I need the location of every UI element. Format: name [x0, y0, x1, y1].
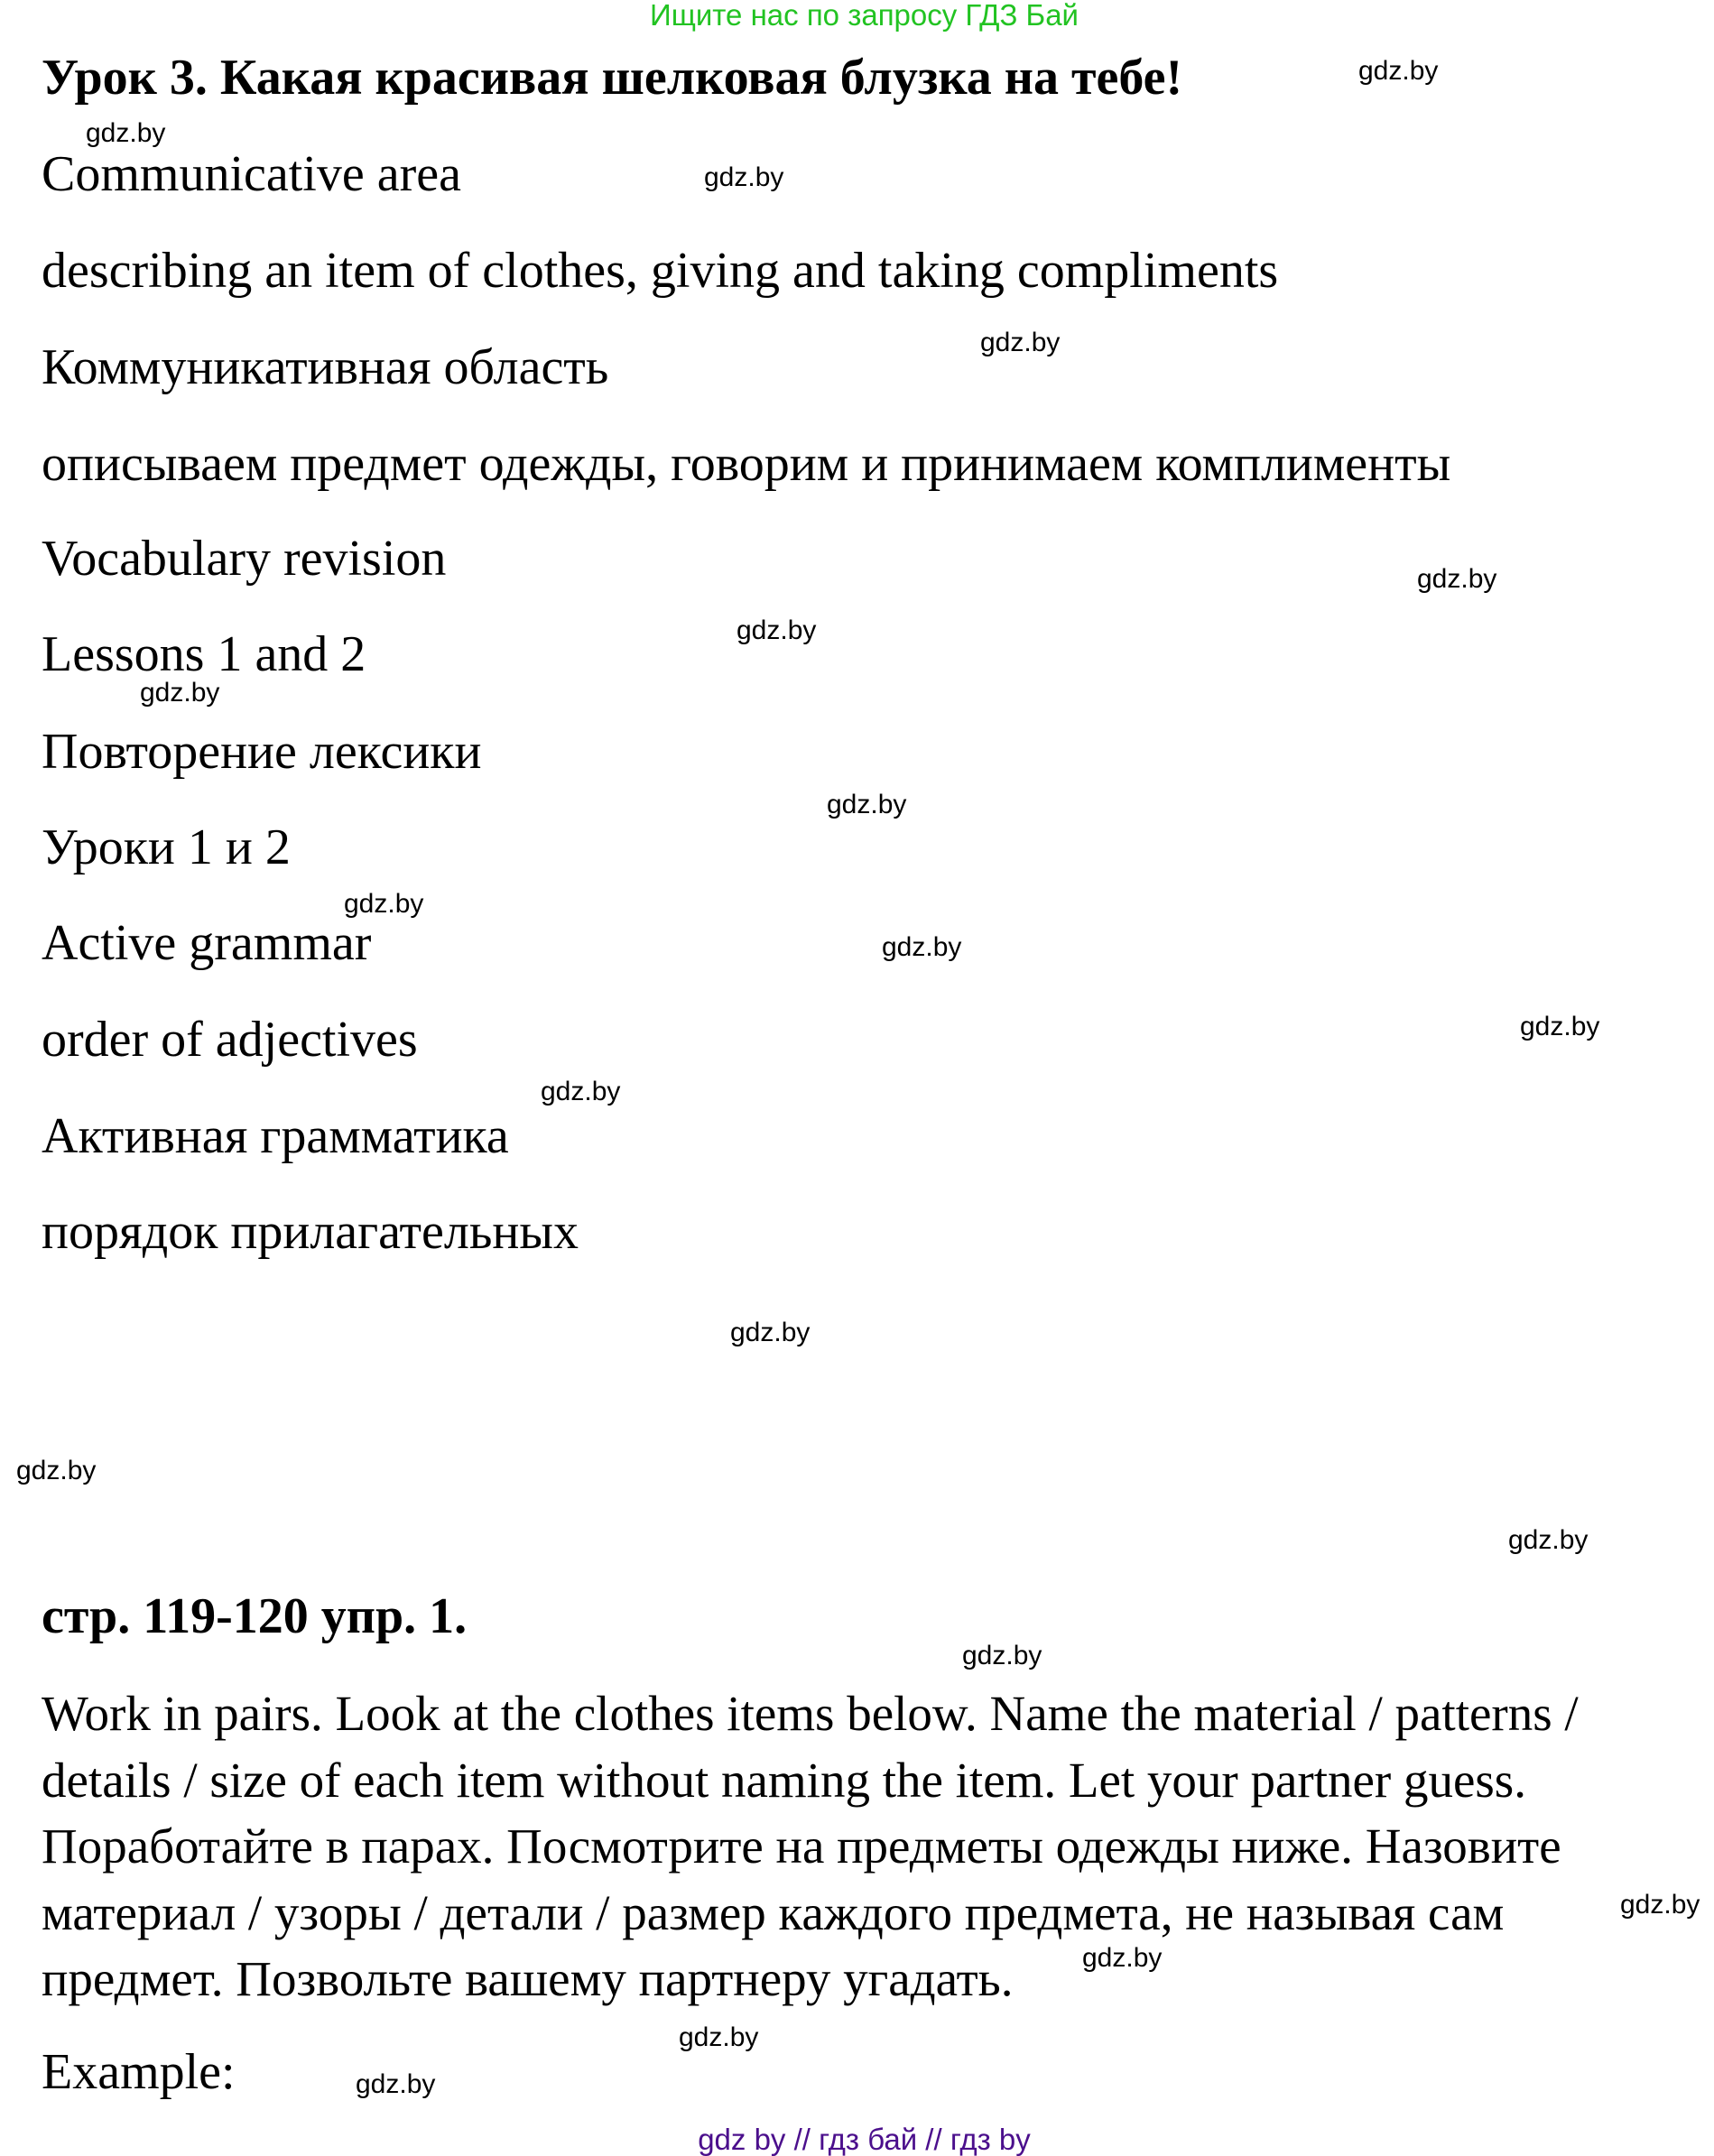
watermark: gdz.by	[1417, 564, 1497, 594]
watermark: gdz.by	[704, 162, 784, 192]
lesson-line: Active grammar	[42, 915, 372, 971]
lesson-title: Урок 3. Какая красивая шелковая блузка н…	[42, 50, 1183, 106]
lesson-line: описываем предмет одежды, говорим и прин…	[42, 436, 1451, 492]
watermark: gdz.by	[1082, 1943, 1163, 1973]
watermark: gdz.by	[962, 1641, 1042, 1670]
watermark: gdz.by	[140, 678, 220, 708]
lesson-line: Повторение лексики	[42, 724, 482, 780]
lesson-line: Communicative area	[42, 146, 461, 202]
lesson-line: Vocabulary revision	[42, 531, 447, 587]
watermark: gdz.by	[1620, 1890, 1700, 1920]
watermark: gdz.by	[1508, 1525, 1589, 1555]
watermark: gdz.by	[730, 1318, 811, 1347]
exercise-title: стр. 119-120 упр. 1.	[42, 1588, 468, 1644]
instruction-line: материал / узоры / детали / размер каждо…	[42, 1884, 1505, 1940]
watermark: gdz.by	[737, 615, 817, 645]
watermark: gdz.by	[86, 118, 166, 148]
watermark: gdz.by	[356, 2069, 436, 2099]
example-label: Example:	[42, 2044, 236, 2100]
lesson-line: Активная грамматика	[42, 1108, 509, 1164]
watermark: gdz.by	[827, 790, 907, 819]
lesson-line: порядок прилагательных	[42, 1204, 579, 1260]
instruction-line: Поработайте в парах. Посмотрите на предм…	[42, 1818, 1561, 1874]
watermark: gdz.by	[1358, 56, 1439, 86]
instruction-line: Work in pairs. Look at the clothes items…	[42, 1686, 1579, 1741]
watermark: gdz.by	[344, 889, 424, 919]
search-banner: Ищите нас по запросу ГДЗ Бай	[650, 0, 1079, 32]
lesson-line: order of adjectives	[42, 1012, 418, 1068]
watermark: gdz.by	[16, 1456, 97, 1485]
watermark: gdz.by	[679, 2022, 759, 2052]
lesson-line: Коммуникативная область	[42, 339, 609, 395]
watermark: gdz.by	[980, 328, 1061, 357]
lesson-line: describing an item of clothes, giving an…	[42, 243, 1279, 299]
lesson-line: Уроки 1 и 2	[42, 819, 291, 875]
exercise-instructions: Work in pairs. Look at the clothes items…	[42, 1680, 1579, 2013]
watermark: gdz.by	[882, 932, 962, 962]
watermark: gdz.by	[541, 1077, 621, 1106]
footer-links: gdz by // гдз бай // гдз by	[698, 2123, 1031, 2156]
instruction-line: предмет. Позвольте вашему партнеру угада…	[42, 1951, 1014, 2006]
watermark: gdz.by	[1520, 1012, 1600, 1041]
lesson-line: Lessons 1 and 2	[42, 626, 366, 682]
instruction-line: details / size of each item without nami…	[42, 1752, 1526, 1808]
